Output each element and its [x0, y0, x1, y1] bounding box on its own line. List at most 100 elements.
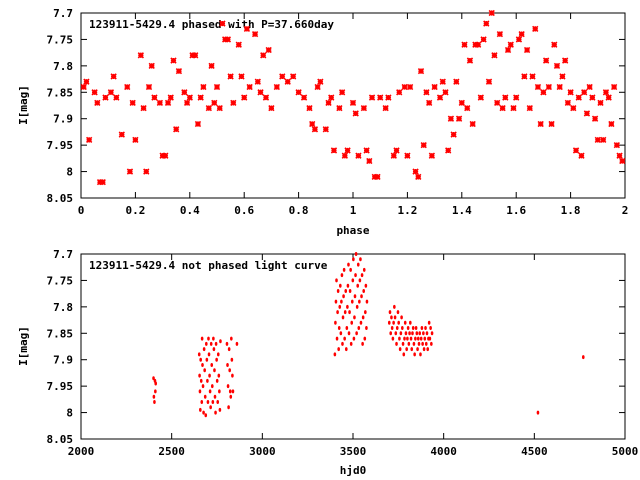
- data-point: [393, 147, 400, 154]
- data-point: [349, 267, 352, 272]
- data-point: [202, 410, 205, 415]
- data-point: [436, 94, 444, 101]
- data-point: [586, 83, 593, 91]
- data-point: [83, 78, 90, 85]
- data-point: [461, 41, 468, 48]
- data-point: [154, 389, 157, 394]
- x-tick-label: 2000: [68, 445, 95, 458]
- data-point: [203, 368, 206, 373]
- data-point: [230, 357, 234, 362]
- data-point: [347, 331, 351, 336]
- data-point: [534, 83, 542, 91]
- data-point: [311, 126, 319, 133]
- data-point: [493, 99, 501, 107]
- data-point: [536, 410, 540, 415]
- data-point: [416, 336, 420, 341]
- data-point: [572, 147, 580, 154]
- y-tick-label: 8.05: [47, 433, 74, 446]
- data-point: [428, 152, 436, 159]
- data-point: [567, 89, 574, 96]
- data-point: [273, 83, 281, 91]
- data-point: [218, 407, 222, 412]
- data-point: [260, 52, 267, 59]
- data-point: [224, 36, 232, 43]
- y-tick-label: 7.85: [47, 327, 74, 340]
- data-point: [208, 62, 215, 70]
- data-point: [211, 400, 215, 404]
- data-point: [254, 78, 261, 85]
- data-point: [279, 73, 286, 80]
- data-point: [355, 152, 362, 159]
- data-point: [403, 320, 407, 325]
- x-tick-label: 3000: [249, 445, 276, 458]
- data-point: [218, 389, 221, 394]
- data-point: [96, 178, 104, 186]
- data-point: [388, 310, 392, 315]
- data-point: [199, 378, 203, 383]
- data-point: [356, 262, 360, 267]
- data-point: [405, 347, 408, 352]
- data-point: [458, 99, 465, 107]
- y-tick-label: 7.7: [53, 248, 73, 261]
- data-point: [394, 331, 398, 336]
- data-point: [340, 299, 343, 304]
- data-point: [362, 267, 366, 272]
- data-point: [164, 99, 172, 107]
- data-point: [198, 373, 201, 378]
- data-point: [371, 173, 378, 181]
- data-point: [426, 347, 430, 352]
- data-point: [361, 315, 365, 320]
- data-point: [412, 341, 416, 346]
- data-point: [499, 104, 506, 112]
- data-point: [610, 83, 618, 91]
- data-point: [355, 331, 358, 336]
- data-point: [205, 104, 213, 112]
- data-point: [345, 326, 349, 330]
- y-tick-label: 7.9: [53, 354, 73, 367]
- data-point: [154, 381, 158, 386]
- data-point: [235, 341, 239, 346]
- data-point: [173, 126, 180, 133]
- data-point: [464, 104, 471, 112]
- axis-ticks: 2000 2500 3000 3500 4000 4500 5000 7.7 7.75 7.8 7.…: [47, 248, 639, 458]
- y-tick-label: 7.95: [47, 380, 74, 393]
- data-point: [107, 89, 115, 96]
- data-point: [186, 94, 193, 101]
- data-point: [342, 267, 346, 272]
- data-point: [518, 30, 525, 38]
- data-point: [209, 405, 212, 410]
- data-point: [423, 336, 427, 341]
- data-point: [401, 326, 404, 330]
- data-point: [521, 73, 528, 80]
- data-point: [348, 289, 352, 293]
- x-tick-label: 2500: [158, 445, 185, 458]
- data-point: [328, 94, 335, 101]
- data-point: [407, 341, 411, 346]
- data-point: [439, 78, 446, 85]
- data-point: [209, 341, 213, 346]
- y-tick-label: 7.9: [53, 113, 73, 126]
- y-tick-label: 8: [66, 166, 73, 179]
- data-point: [132, 136, 139, 144]
- data-point: [212, 336, 215, 341]
- chart-title: 123911-5429.4 not phased light curve: [89, 259, 328, 272]
- data-point: [396, 310, 400, 315]
- data-point: [221, 36, 229, 43]
- data-point: [314, 83, 321, 91]
- x-tick-label: 0.4: [180, 204, 200, 217]
- data-point: [366, 157, 373, 165]
- data-point: [422, 331, 425, 336]
- data-point: [360, 294, 363, 299]
- y-tick-label: 7.8: [53, 301, 73, 314]
- data-point: [422, 347, 426, 352]
- data-point: [358, 278, 362, 283]
- data-point: [175, 67, 183, 75]
- data-point: [215, 357, 218, 362]
- data-point: [594, 136, 601, 144]
- data-point: [556, 83, 563, 91]
- data-point: [229, 394, 233, 399]
- data-point: [545, 83, 553, 91]
- data-point: [397, 320, 400, 325]
- data-point: [393, 304, 396, 309]
- data-point: [338, 304, 342, 309]
